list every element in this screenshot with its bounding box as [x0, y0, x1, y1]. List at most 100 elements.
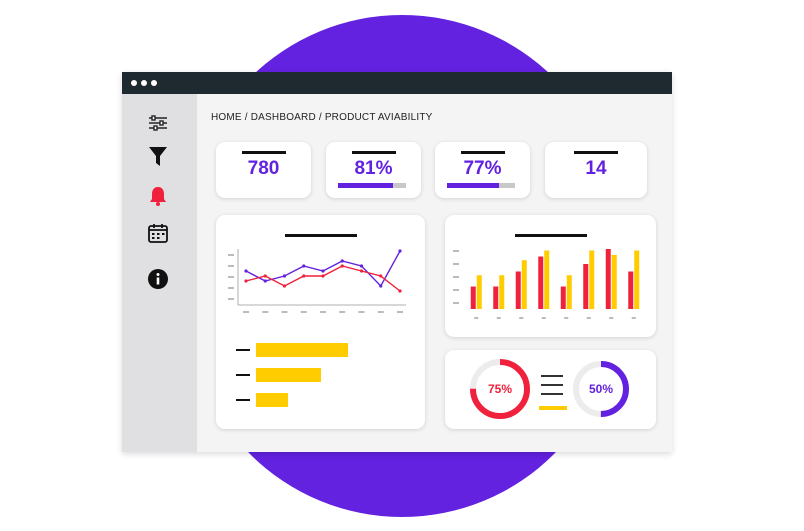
stat-dash [574, 151, 618, 154]
data-point [340, 264, 344, 268]
window-dot-1[interactable] [131, 80, 137, 86]
x-tick-label [564, 317, 569, 319]
hbar-dash [236, 349, 250, 351]
x-tick-label [474, 317, 479, 319]
x-tick-label [262, 311, 269, 313]
bar [611, 255, 617, 309]
data-point [302, 274, 306, 278]
legend-line [541, 393, 563, 395]
data-point [340, 259, 344, 263]
stat-value: 81% [354, 158, 393, 179]
bar [583, 264, 589, 309]
stat-value: 780 [247, 158, 280, 179]
hbar-dash [236, 399, 250, 401]
y-tick-label [453, 289, 459, 291]
y-tick-label [453, 263, 459, 265]
window-dot-2[interactable] [141, 80, 147, 86]
breadcrumb[interactable]: HOME / DASHBOARD / PRODUCT AVIABILITY [211, 112, 433, 123]
x-tick-label [397, 311, 403, 313]
bar [493, 286, 499, 309]
bar-chart [453, 249, 640, 319]
data-point [302, 264, 306, 268]
data-point [359, 269, 364, 273]
donut-red [470, 359, 530, 419]
data-point [282, 284, 287, 288]
data-point [263, 279, 267, 283]
y-tick-label [228, 287, 234, 289]
stat-card-2: 81% [326, 142, 421, 198]
x-tick-label [339, 311, 346, 313]
stat-value: 77% [463, 158, 502, 179]
y-tick-label [453, 276, 459, 278]
x-tick-label [320, 311, 326, 313]
data-point [379, 284, 383, 288]
title-bar [122, 72, 672, 94]
card-title-dash [284, 234, 357, 237]
stat-value: 14 [585, 158, 607, 179]
calendar-icon[interactable] [147, 222, 169, 244]
x-tick-label [358, 311, 365, 313]
donut-card: 75% 50% [445, 350, 656, 429]
data-point [263, 274, 267, 278]
bar-chart-card [445, 215, 656, 337]
data-point [359, 264, 364, 268]
data-point [398, 249, 402, 253]
progress-track [338, 183, 406, 188]
sidebar [122, 94, 197, 452]
x-tick-label [496, 317, 501, 319]
bar [634, 250, 640, 309]
donut-purple [573, 361, 629, 417]
data-point [244, 269, 248, 273]
window-dot-3[interactable] [151, 80, 157, 86]
progress-fill [338, 183, 394, 188]
bar [628, 271, 634, 309]
stat-card-4: 14 [545, 142, 647, 198]
hbar [256, 368, 321, 382]
progress-fill [447, 183, 500, 188]
legend-yellow-bar [539, 406, 567, 410]
line-chart [228, 249, 406, 313]
stat-dash [351, 151, 396, 154]
data-point [321, 269, 325, 273]
progress-track [447, 183, 515, 188]
data-point [398, 289, 402, 293]
y-tick-label [453, 302, 459, 304]
data-point [321, 274, 325, 278]
hbar [256, 393, 288, 407]
browser-window: HOME / DASHBOARD / PRODUCT AVIABILITY 78… [122, 72, 672, 452]
bar [560, 286, 566, 309]
bar [515, 271, 521, 309]
sliders-icon[interactable] [147, 112, 169, 134]
x-tick-label [631, 317, 636, 319]
series-line-0 [245, 250, 401, 288]
legend-line [541, 384, 563, 386]
x-tick-label [377, 311, 384, 313]
donut-svg [470, 359, 629, 419]
bar [605, 249, 611, 309]
hbar-dash [236, 374, 250, 376]
data-point [379, 274, 383, 278]
filter-icon[interactable] [147, 146, 169, 168]
x-tick-label [541, 317, 546, 319]
x-tick-label [609, 317, 614, 319]
bar [589, 250, 595, 309]
bell-icon[interactable] [147, 185, 169, 207]
legend-line [541, 375, 563, 377]
x-tick-label [281, 311, 288, 313]
info-icon[interactable] [147, 268, 169, 290]
x-tick-label [586, 317, 591, 319]
line-chart-card [216, 215, 425, 429]
y-tick-label [228, 276, 234, 278]
stat-dash [460, 151, 505, 154]
bar [476, 275, 482, 309]
donut-label-purple: 50% [588, 382, 614, 396]
bar [544, 250, 550, 309]
data-point [282, 274, 287, 278]
stat-card-1: 780 [216, 142, 311, 198]
x-tick-label [519, 317, 524, 319]
stat-card-3: 77% [435, 142, 530, 198]
y-tick-label [453, 250, 459, 252]
card-title-dash [514, 234, 587, 237]
y-tick-label [228, 298, 234, 300]
bar [538, 256, 544, 309]
